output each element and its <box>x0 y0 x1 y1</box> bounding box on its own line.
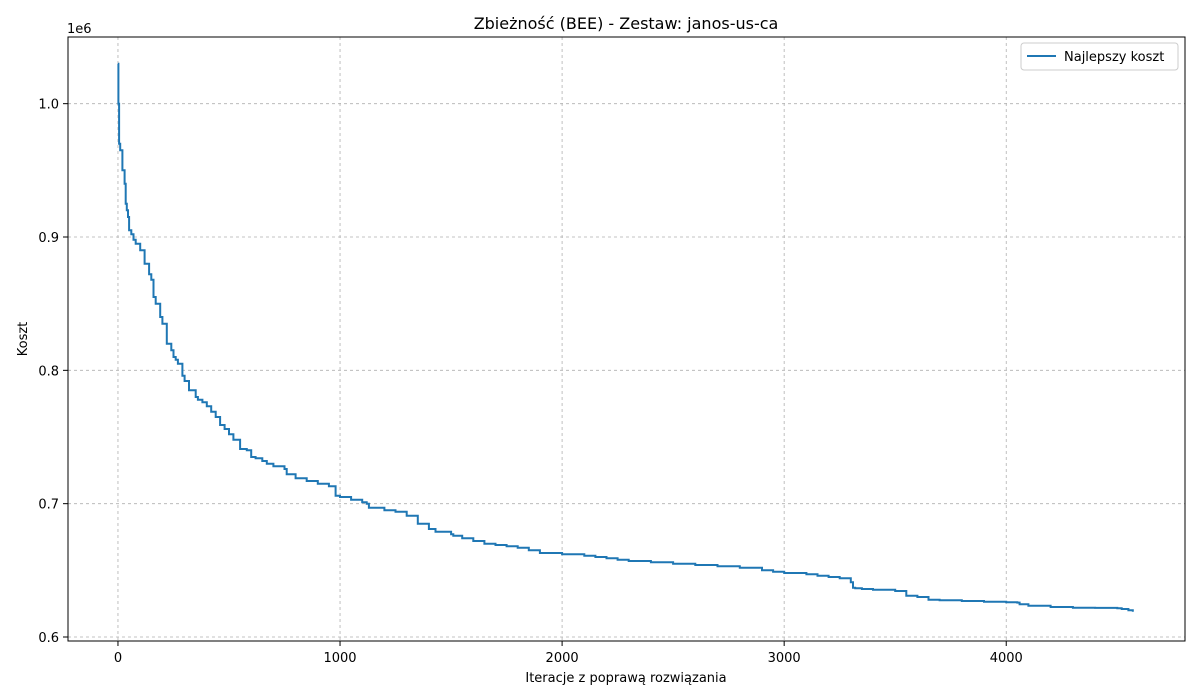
x-axis-ticks: 0 1000 2000 3000 4000 <box>114 641 1023 666</box>
x-tick-label: 1000 <box>323 651 356 666</box>
y-tick-label: 0.6 <box>38 631 59 646</box>
y-scale-label: 1e6 <box>67 22 92 37</box>
y-tick-label: 1.0 <box>38 98 59 113</box>
x-tick-label: 3000 <box>768 651 801 666</box>
x-axis-label: Iteracje z poprawą rozwiązania <box>525 671 726 686</box>
legend-label: Najlepszy koszt <box>1064 50 1164 65</box>
legend: Najlepszy koszt <box>1020 42 1179 71</box>
y-tick-label: 0.7 <box>38 498 59 513</box>
x-tick-label: 0 <box>114 651 122 666</box>
grid-lines <box>68 37 1185 641</box>
y-axis-ticks: 0.6 0.7 0.8 0.9 1.0 <box>38 98 68 646</box>
legend-box <box>1020 42 1179 71</box>
chart-title: Zbieżność (BEE) - Zestaw: janos-us-ca <box>474 14 779 33</box>
x-tick-label: 2000 <box>546 651 579 666</box>
y-axis-label: Koszt <box>16 322 31 357</box>
x-tick-label: 4000 <box>990 651 1023 666</box>
series-line <box>117 62 1134 612</box>
plot-frame <box>67 36 1186 642</box>
y-tick-label: 0.9 <box>38 231 59 246</box>
y-tick-label: 0.8 <box>38 364 59 379</box>
